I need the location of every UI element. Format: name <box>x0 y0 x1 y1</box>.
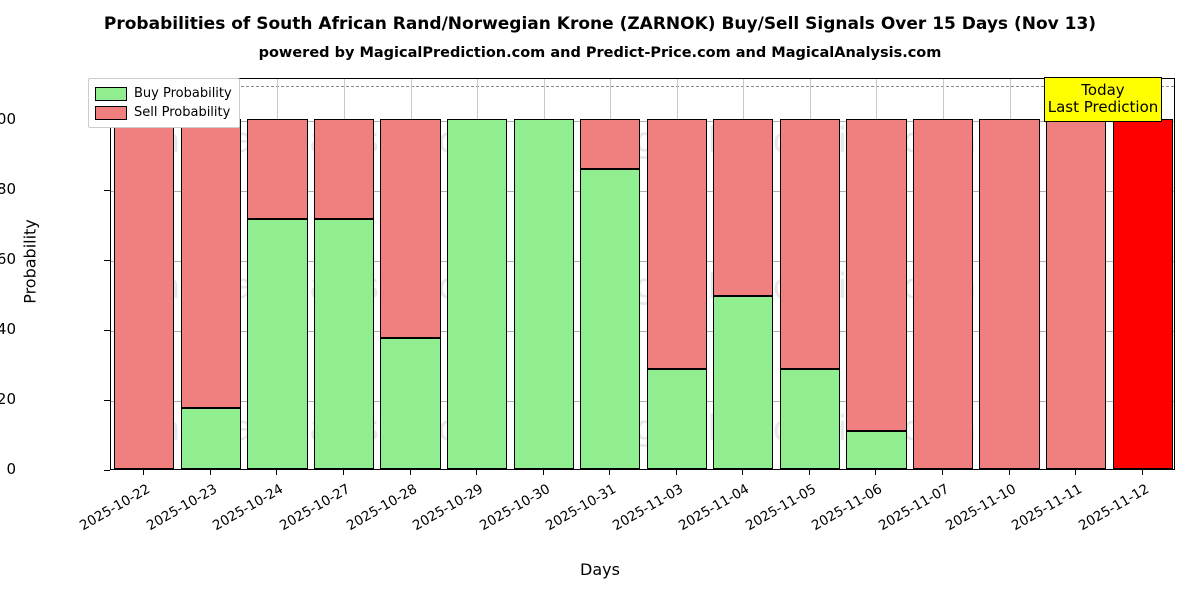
y-axis-tick-mark <box>104 470 110 471</box>
bar-segment-buy[interactable] <box>580 169 641 469</box>
grid-line-horizontal <box>111 261 1174 262</box>
x-axis-tick-mark <box>875 470 877 475</box>
bar-segment-sell[interactable] <box>979 119 1040 469</box>
bar-group[interactable] <box>180 77 241 469</box>
legend-swatch-buy <box>95 86 127 101</box>
y-axis-tick-label: 100 <box>0 110 16 128</box>
bar-group[interactable] <box>247 77 308 469</box>
bar-segment-buy[interactable] <box>513 119 574 469</box>
x-axis-tick-mark <box>143 470 145 475</box>
bar-group[interactable] <box>846 77 907 469</box>
chart-subtitle: powered by MagicalPrediction.com and Pre… <box>258 45 942 61</box>
x-axis-tick-mark <box>942 470 944 475</box>
bar-group[interactable] <box>1046 77 1107 469</box>
bar-segment-buy[interactable] <box>846 430 907 469</box>
bar-group[interactable] <box>713 77 774 469</box>
grid-line-horizontal <box>111 191 1174 192</box>
y-axis-tick-mark <box>104 260 110 261</box>
bar-segment-sell[interactable] <box>180 119 241 408</box>
bar-segment-sell[interactable] <box>247 119 308 220</box>
today-annotation: Today Last Prediction <box>1044 77 1162 122</box>
y-axis-tick-mark <box>104 330 110 331</box>
reference-dashed-line <box>111 86 1174 87</box>
x-axis-tick-mark <box>675 470 677 475</box>
bar-group[interactable] <box>646 77 707 469</box>
y-axis-tick-mark <box>104 190 110 191</box>
bar-segment-sell[interactable] <box>114 119 175 469</box>
plot-area: MagicalAnalysis.comMagicalPrediction.com… <box>110 78 1175 470</box>
bar-segment-buy[interactable] <box>646 368 707 469</box>
bar-segment-sell[interactable] <box>580 119 641 170</box>
bar-group[interactable] <box>446 77 508 469</box>
grid-line-horizontal <box>111 401 1174 402</box>
x-axis-tick-mark <box>542 470 544 475</box>
legend-label-buy: Buy Probability <box>134 86 232 101</box>
today-annotation-line2: Last Prediction <box>1047 97 1159 116</box>
x-axis-label: Days <box>580 560 620 579</box>
bar-group[interactable] <box>380 77 441 469</box>
bar-group[interactable] <box>912 77 974 469</box>
bar-segment-buy[interactable] <box>446 119 508 469</box>
y-axis-label: Probability <box>20 219 40 304</box>
bar-segment-sell[interactable] <box>1046 119 1107 469</box>
y-axis-tick-label: 20 <box>0 390 16 408</box>
chart-legend: Buy Probability Sell Probability <box>88 78 240 128</box>
bar-segment-buy[interactable] <box>313 219 375 469</box>
bar-group[interactable] <box>114 77 175 469</box>
y-axis-tick-mark <box>104 400 110 401</box>
legend-item-sell: Sell Probability <box>95 103 233 122</box>
bar-segment-buy[interactable] <box>380 337 441 469</box>
bar-group[interactable] <box>313 77 375 469</box>
x-axis-tick-mark <box>1075 470 1077 475</box>
bar-group[interactable] <box>513 77 574 469</box>
bar-segment-sell[interactable] <box>313 119 375 220</box>
bar-segment-sell[interactable] <box>846 119 907 431</box>
bar-segment-buy[interactable] <box>247 219 308 469</box>
y-axis-tick-label: 0 <box>6 460 16 478</box>
y-axis-tick-label: 80 <box>0 180 16 198</box>
x-axis-tick-mark <box>742 470 744 475</box>
x-axis-tick-mark <box>276 470 278 475</box>
bar-segment-sell[interactable] <box>779 119 841 369</box>
y-axis-tick-label: 60 <box>0 250 16 268</box>
x-axis-tick-mark <box>409 470 411 475</box>
bar-segment-today[interactable] <box>1112 119 1173 469</box>
x-axis-tick-mark <box>342 470 344 475</box>
bar-group[interactable] <box>979 77 1040 469</box>
x-axis-tick-mark <box>1008 470 1010 475</box>
bar-group[interactable] <box>1112 77 1173 469</box>
bar-segment-sell[interactable] <box>380 119 441 338</box>
legend-swatch-sell <box>95 105 127 120</box>
today-annotation-line1: Today <box>1081 81 1125 99</box>
bar-segment-sell[interactable] <box>713 119 774 296</box>
bar-group[interactable] <box>580 77 641 469</box>
bar-series-layer <box>111 79 1174 469</box>
x-axis-tick-mark <box>209 470 211 475</box>
bar-segment-buy[interactable] <box>713 295 774 469</box>
bar-segment-sell[interactable] <box>912 119 974 469</box>
grid-line-horizontal <box>111 331 1174 332</box>
grid-line-horizontal <box>111 121 1174 122</box>
x-axis-tick-mark <box>808 470 810 475</box>
bar-group[interactable] <box>779 77 841 469</box>
legend-item-buy: Buy Probability <box>95 84 233 103</box>
bar-segment-buy[interactable] <box>180 407 241 469</box>
bar-segment-sell[interactable] <box>646 119 707 369</box>
legend-label-sell: Sell Probability <box>134 105 231 120</box>
x-axis-tick-mark <box>476 470 478 475</box>
x-axis-tick-mark <box>609 470 611 475</box>
y-axis-tick-label: 40 <box>0 320 16 338</box>
chart-title: Probabilities of South African Rand/Norw… <box>103 14 1097 34</box>
x-axis-tick-mark <box>1141 470 1143 475</box>
bar-segment-buy[interactable] <box>779 368 841 469</box>
